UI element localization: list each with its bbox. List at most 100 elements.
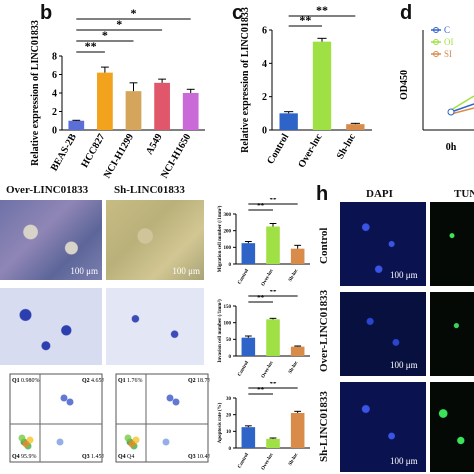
invasion-image-sh bbox=[106, 288, 204, 365]
x-tick-label: 0h bbox=[446, 142, 457, 153]
x-tick-label: A549 bbox=[144, 132, 165, 157]
header-over: Over-LINC01833 bbox=[6, 184, 89, 196]
dapi-image-sh: 100 μm bbox=[340, 382, 426, 472]
event-cluster bbox=[172, 398, 180, 406]
y-tick-label: 100 bbox=[224, 246, 232, 251]
y-tick-label: 4 bbox=[52, 89, 57, 100]
y-tick-label: 0 bbox=[262, 126, 267, 137]
quadrant-value: 1.76% bbox=[127, 378, 143, 384]
y-tick-label: 4 bbox=[262, 59, 267, 70]
bar bbox=[279, 113, 298, 130]
sig-label: ** bbox=[299, 13, 311, 27]
scale-bar-label: 100 μm bbox=[390, 456, 418, 466]
x-tick-label: BEAS-2B bbox=[49, 132, 79, 173]
series-line bbox=[450, 103, 474, 113]
y-tick-label: 100 bbox=[224, 321, 232, 326]
h-row-label-control: Control bbox=[318, 227, 330, 264]
x-tick-label: Control bbox=[237, 268, 250, 285]
x-tick-label: Control bbox=[265, 132, 291, 166]
bar bbox=[346, 124, 365, 130]
bar bbox=[97, 72, 113, 130]
header-tun: TUN bbox=[454, 188, 474, 200]
series-line bbox=[450, 95, 474, 111]
sig-label: ** bbox=[257, 202, 265, 210]
x-tick-label: Control bbox=[237, 360, 250, 377]
migration-image-over: 100 μm bbox=[0, 200, 102, 280]
x-tick-label: Over-lnc bbox=[296, 132, 325, 170]
panel-letter-h: h bbox=[316, 183, 329, 205]
quadrant-value: 18.7% bbox=[197, 378, 210, 384]
y-tick-label: 10 bbox=[226, 430, 232, 435]
legend-marker bbox=[433, 27, 439, 33]
sig-label: * bbox=[102, 28, 108, 42]
bar bbox=[241, 427, 256, 448]
quadrant-value: 95.9% bbox=[21, 454, 37, 460]
bar bbox=[290, 413, 305, 448]
y-tick-label: 30 bbox=[226, 397, 232, 402]
y-tick-label: 0 bbox=[52, 126, 57, 137]
y-axis-label: Invasion cell number (/1mm²) bbox=[217, 299, 223, 363]
bar bbox=[154, 82, 170, 130]
sig-label: ** bbox=[85, 39, 97, 53]
sig-label: ** bbox=[270, 290, 278, 296]
x-tick-label: Control bbox=[237, 452, 250, 469]
bar bbox=[182, 93, 199, 130]
x-tick-label: Sh-lnc bbox=[335, 132, 358, 162]
plot-frame bbox=[9, 373, 103, 463]
quadrant-label: Q3 bbox=[82, 454, 90, 460]
chart-invasion: 0 50 100 150 Control Over-lnc Sh-lnc ** ** Invasi… bbox=[217, 290, 310, 379]
bar bbox=[290, 346, 305, 356]
x-tick-label: Sh-lnc bbox=[288, 452, 300, 467]
bar bbox=[266, 319, 280, 356]
event-cluster bbox=[124, 434, 132, 442]
y-axis-label: Apoptosis rate (%) bbox=[218, 402, 223, 443]
sig-label: * bbox=[131, 6, 137, 20]
dapi-image-over: 100 μm bbox=[340, 292, 426, 376]
bar bbox=[68, 120, 85, 130]
chart-d: OD450 0h C OI SI bbox=[399, 25, 474, 153]
x-tick-label: Over-lnc bbox=[261, 360, 275, 379]
event-cluster bbox=[162, 438, 170, 446]
bar bbox=[290, 248, 305, 264]
sig-label: ** bbox=[257, 294, 265, 302]
x-tick-label: HCC827 bbox=[79, 132, 107, 170]
header-sh: Sh-LINC01833 bbox=[114, 184, 185, 196]
sig-label: ** bbox=[270, 382, 278, 388]
event-cluster bbox=[22, 440, 30, 448]
y-tick-label: 6 bbox=[52, 70, 57, 81]
migration-image-sh: 100 μm bbox=[106, 200, 204, 280]
sig-label: * bbox=[116, 17, 122, 31]
y-tick-label: 6 bbox=[262, 26, 267, 37]
bar bbox=[241, 243, 256, 264]
event-cluster bbox=[56, 438, 64, 446]
legend-label: OI bbox=[444, 37, 454, 47]
x-tick-label: NCI-H1650 bbox=[159, 132, 193, 180]
y-tick-label: 150 bbox=[224, 305, 232, 310]
quadrant-value: 10.4% bbox=[197, 454, 210, 460]
quadrant-label: Q1 bbox=[118, 378, 126, 384]
scale-bar-label: 100 μm bbox=[172, 266, 200, 276]
y-tick-label: 0 bbox=[229, 447, 232, 452]
quadrant-value: 1.45% bbox=[91, 454, 104, 460]
invasion-image-over bbox=[0, 288, 102, 365]
legend-marker bbox=[433, 51, 439, 57]
quadrant-value: 0.980% bbox=[21, 378, 40, 384]
y-axis-label: OD450 bbox=[399, 70, 410, 100]
quadrant-label: Q3 bbox=[188, 454, 196, 460]
header-dapi: DAPI bbox=[366, 188, 393, 200]
quadrant-label: Q2 bbox=[82, 378, 90, 384]
x-tick-label: Over-lnc bbox=[261, 452, 275, 471]
event-cluster bbox=[18, 434, 26, 442]
data-point bbox=[447, 108, 455, 116]
event-cluster bbox=[66, 398, 74, 406]
y-tick-label: 8 bbox=[52, 52, 57, 63]
quadrant-value: 4.65% bbox=[91, 378, 104, 384]
panel-letter-d: d bbox=[400, 2, 413, 24]
quadrant-label: Q4 bbox=[12, 454, 20, 460]
quadrant-label: Q2 bbox=[188, 378, 196, 384]
scale-bar-label: 100 μm bbox=[390, 270, 418, 280]
bar bbox=[312, 41, 332, 130]
